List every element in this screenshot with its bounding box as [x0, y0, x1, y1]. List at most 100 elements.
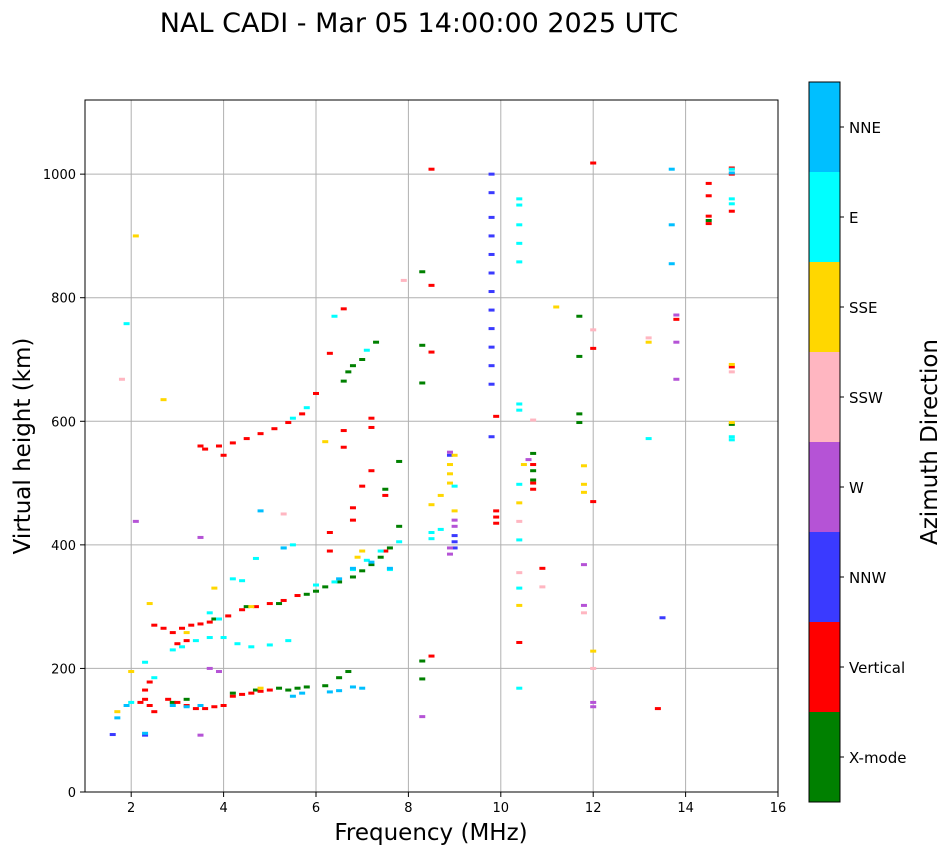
- colorbar-label-x-mode: X-mode: [849, 749, 906, 767]
- echo-point-sse: [451, 453, 458, 457]
- x-axis-label: Frequency (MHz): [334, 820, 527, 846]
- echo-point-sse: [728, 362, 735, 366]
- echo-point-e: [123, 322, 130, 326]
- echo-point-sse: [359, 549, 366, 553]
- echo-point-e: [728, 167, 735, 171]
- echo-point-e: [437, 527, 444, 531]
- echo-point-nnw: [488, 252, 495, 256]
- echo-point-nne: [359, 686, 366, 690]
- echo-point-vertical: [202, 707, 209, 711]
- echo-point-nne: [183, 705, 190, 709]
- echo-point-e: [428, 531, 435, 534]
- echo-point-vertical: [705, 214, 712, 218]
- echo-point-w: [446, 450, 453, 454]
- echo-point-vertical: [349, 506, 356, 510]
- echo-point-sse: [516, 603, 523, 607]
- echo-point-e: [363, 348, 370, 352]
- echo-point-nnw: [451, 546, 458, 550]
- echo-point-vertical: [179, 626, 186, 630]
- echo-point-nne: [197, 704, 204, 707]
- echo-point-vertical: [146, 704, 153, 707]
- echo-point-x-mode: [303, 685, 310, 689]
- colorbar-frame: [808, 81, 841, 803]
- echo-point-vertical: [151, 623, 158, 627]
- echo-point-e: [516, 203, 523, 207]
- echo-point-vertical: [202, 447, 209, 451]
- echo-point-vertical: [705, 181, 712, 185]
- echo-point-e: [179, 645, 186, 649]
- echo-point-e: [396, 540, 403, 544]
- echo-point-sse: [322, 440, 329, 444]
- echo-point-e: [215, 617, 222, 621]
- echo-point-e: [363, 558, 370, 562]
- echo-point-vertical: [197, 622, 204, 626]
- echo-point-vertical: [359, 484, 366, 488]
- echo-point-sse: [590, 649, 597, 653]
- echo-point-e: [331, 314, 338, 318]
- echo-point-nnw: [488, 327, 495, 331]
- echo-point-e: [377, 549, 384, 553]
- echo-point-x-mode: [313, 589, 319, 593]
- echo-point-sse: [516, 501, 523, 505]
- echo-point-x-mode: [576, 421, 583, 425]
- echo-point-w: [673, 340, 680, 344]
- echo-point-nnw: [488, 215, 495, 219]
- echo-point-x-mode: [373, 340, 380, 344]
- echo-point-e: [516, 223, 523, 227]
- echo-point-ssw: [530, 418, 537, 422]
- echo-point-ssw: [728, 370, 735, 374]
- echo-point-x-mode: [386, 546, 393, 550]
- echo-point-vertical: [294, 594, 301, 598]
- echo-point-e: [252, 556, 259, 560]
- echo-point-e: [220, 636, 227, 640]
- data-points: [109, 161, 735, 737]
- echo-point-w: [132, 519, 139, 523]
- chart-title: NAL CADI - Mar 05 14:00:00 2025 UTC: [160, 8, 678, 39]
- echo-point-w: [451, 518, 458, 522]
- echo-point-vertical: [539, 566, 546, 570]
- echo-point-nnw: [446, 453, 453, 457]
- echo-point-w: [673, 313, 680, 317]
- echo-point-e: [645, 437, 652, 441]
- echo-point-sse: [146, 602, 153, 606]
- echo-point-sse: [580, 482, 587, 486]
- echo-point-w: [525, 458, 532, 462]
- echo-point-e: [266, 643, 273, 647]
- echo-point-vertical: [266, 602, 273, 606]
- echo-point-nnw: [488, 290, 495, 294]
- echo-point-x-mode: [252, 688, 259, 692]
- echo-point-vertical: [428, 654, 435, 658]
- echo-point-e: [451, 484, 458, 488]
- echo-point-w: [206, 666, 213, 670]
- echo-point-vertical: [590, 161, 597, 165]
- echo-point-x-mode: [183, 697, 190, 701]
- grid-lines: [85, 100, 779, 793]
- x-tick-label: 14: [677, 801, 694, 816]
- echo-point-w: [580, 563, 587, 567]
- echo-point-e: [169, 648, 176, 652]
- echo-point-nnw: [488, 382, 495, 386]
- echo-point-vertical: [705, 222, 712, 226]
- echo-point-e: [128, 700, 135, 704]
- colorbar-swatch-sse: [809, 262, 840, 352]
- echo-point-w: [197, 535, 204, 539]
- echo-point-vertical: [285, 421, 292, 425]
- echo-point-x-mode: [229, 691, 236, 695]
- echo-point-sse: [128, 670, 135, 674]
- echo-point-e: [516, 408, 523, 412]
- echo-point-nne: [668, 223, 675, 227]
- echo-point-sse: [446, 463, 453, 467]
- echo-point-sse: [451, 509, 458, 513]
- echo-point-vertical: [243, 437, 250, 441]
- echo-point-nne: [728, 171, 735, 175]
- echo-point-e: [289, 543, 296, 547]
- echo-point-nne: [326, 690, 333, 694]
- echo-point-w: [215, 670, 222, 674]
- echo-point-vertical: [493, 521, 500, 525]
- echo-point-vertical: [728, 209, 735, 213]
- echo-point-vertical: [280, 598, 287, 602]
- echo-point-x-mode: [368, 563, 375, 567]
- echo-point-vertical: [428, 167, 435, 171]
- echo-point-w: [451, 524, 458, 528]
- echo-point-x-mode: [340, 379, 347, 383]
